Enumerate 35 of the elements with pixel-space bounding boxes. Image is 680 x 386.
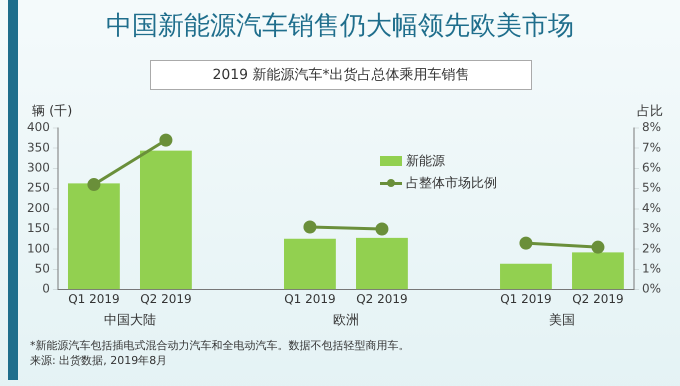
y-tick-label: 50	[34, 262, 50, 276]
y2-tick-label: 4%	[642, 200, 662, 215]
x-tick-label: Q2 2019	[356, 292, 408, 306]
x-tick-label: Q1 2019	[500, 292, 552, 306]
chart-subtitle: 2019 新能源汽车*出货占总体乘用车销售	[150, 60, 532, 90]
x-tick-label: Q1 2019	[284, 292, 336, 306]
y2-tick-label: 0%	[642, 282, 662, 296]
y-tick-label: 400	[27, 120, 50, 134]
source-note: 来源: 出货数据, 2019年8月	[30, 353, 168, 368]
x-tick-label: Q2 2019	[140, 292, 192, 306]
y2-tick-label: 2%	[642, 241, 662, 256]
y2-tick-label: 6%	[642, 160, 662, 175]
x-tick-label: Q1 2019	[68, 292, 120, 306]
y2-axis-title: 占比	[637, 104, 663, 119]
y-tick-label: 250	[27, 180, 50, 195]
y2-tick-label: 7%	[642, 140, 662, 154]
chart-title: 中国新能源汽车销售仍大幅领先欧美市场	[105, 10, 575, 43]
y2-tick-label: 1%	[642, 262, 662, 276]
y2-tick-label: 3%	[642, 221, 662, 236]
y-tick-label: 0	[42, 282, 50, 296]
x-tick-label: Q2 2019	[572, 292, 624, 306]
legend-label: 占整体市场比例	[406, 175, 497, 192]
y-tick-label: 150	[27, 221, 50, 236]
y-tick-label: 350	[27, 140, 50, 154]
y-tick-label: 300	[27, 160, 50, 175]
y-axis-title: 辆 (千)	[32, 104, 72, 119]
y-tick-label: 100	[27, 241, 50, 256]
text: 美国	[548, 312, 575, 328]
text: *新能源汽车包括插电式混合动力汽车和全电动汽车。数据不包括轻型商用车。	[30, 338, 410, 353]
y-tick-label: 200	[27, 200, 50, 215]
text: 欧洲	[332, 312, 359, 328]
y2-tick-label: 8%	[642, 120, 662, 134]
y2-tick-label: 5%	[642, 180, 662, 195]
legend-label: 新能源	[406, 153, 445, 170]
text: 中国大陆	[104, 312, 156, 328]
